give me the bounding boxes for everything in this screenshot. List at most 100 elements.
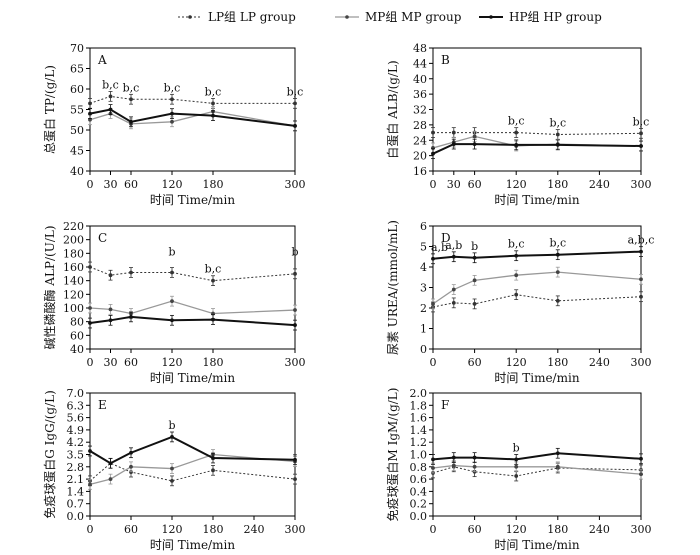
- data-point: [88, 321, 92, 325]
- data-point: [514, 130, 519, 135]
- y-tick-label: 40: [413, 73, 427, 86]
- series-line-lp: [89, 462, 296, 482]
- significance-label: b,c: [549, 237, 566, 250]
- series-hp-d: [431, 246, 643, 265]
- y-tick-label: 1: [420, 323, 427, 336]
- y-tick-label: 3: [420, 282, 427, 295]
- data-point: [129, 97, 133, 102]
- x-tick-label: 60: [124, 356, 138, 369]
- x-tick-label: 0: [430, 178, 437, 191]
- x-tick-label: 0: [87, 178, 94, 191]
- data-point: [555, 270, 560, 275]
- data-point: [108, 477, 113, 481]
- series-line-hp: [89, 435, 296, 465]
- legend: LP组 LP group MP组 MP group HP组 HP group: [178, 10, 602, 24]
- data-point: [170, 318, 174, 323]
- series-line-mp: [432, 464, 642, 475]
- series-line-hp: [432, 143, 642, 155]
- y-tick-label: 5: [420, 241, 427, 254]
- x-tick-label: 0: [430, 356, 437, 369]
- y-tick-label: 7.0: [67, 387, 85, 400]
- series-line-mp: [89, 110, 296, 127]
- y-tick-label: 4.2: [67, 436, 85, 449]
- significance-label: b: [291, 246, 298, 259]
- data-point: [170, 299, 174, 304]
- data-point: [555, 252, 560, 257]
- x-tick-label: 180: [203, 523, 224, 536]
- x-axis-label-e: 时间 Time/min: [150, 538, 235, 552]
- data-point: [514, 474, 519, 478]
- y-axis-label-b: 白蛋白 ALB/(g/L): [385, 60, 400, 158]
- series-line-lp: [89, 95, 295, 104]
- y-tick-label: 50: [70, 124, 84, 137]
- data-point: [451, 455, 456, 460]
- data-point: [293, 323, 297, 327]
- legend-lp-label: LP组 LP group: [208, 10, 296, 24]
- x-tick-label: 180: [547, 356, 568, 369]
- y-tick-label: 140: [63, 275, 84, 288]
- significance-label: b,c: [508, 238, 525, 251]
- data-point: [170, 435, 174, 439]
- data-point: [555, 451, 560, 456]
- significance-label: b,c: [205, 85, 222, 98]
- data-point: [108, 318, 113, 323]
- x-tick-label: 120: [162, 178, 183, 191]
- y-tick-label: 220: [63, 220, 84, 233]
- significance-label: b,c: [205, 263, 222, 276]
- significance-label: b,c: [633, 115, 650, 128]
- y-tick-label: 0.0: [410, 510, 428, 523]
- x-tick-label: 120: [506, 356, 527, 369]
- series-lp-c: [88, 261, 297, 286]
- data-point: [472, 455, 477, 460]
- y-tick-label: 1.4: [410, 424, 428, 437]
- y-tick-label: 1.0: [410, 449, 428, 462]
- x-tick-label: 120: [162, 356, 183, 369]
- legend-mp-label: MP组 MP group: [365, 10, 462, 24]
- data-point: [514, 273, 519, 278]
- plot-frame-a: [89, 47, 296, 172]
- data-point: [211, 278, 215, 283]
- y-tick-label: 20: [413, 150, 427, 163]
- data-point: [472, 142, 477, 146]
- x-tick-label: 300: [631, 356, 652, 369]
- data-point: [431, 130, 435, 135]
- plot-frame-e: [89, 392, 296, 517]
- panel-f: 0.00.20.40.60.81.01.21.41.61.82.0 0 60 120 1…: [385, 387, 652, 552]
- data-point: [431, 151, 435, 156]
- x-tick-label: 240: [589, 178, 610, 191]
- y-tick-label: 100: [63, 302, 84, 315]
- data-point: [170, 97, 174, 102]
- data-point: [514, 292, 519, 297]
- y-tick-label: 4: [420, 261, 427, 274]
- data-point: [431, 302, 435, 306]
- data-point: [129, 464, 133, 469]
- x-axis-label-a: 时间 Time/min: [150, 193, 235, 207]
- data-point: [170, 111, 174, 116]
- significance-label: b,c: [102, 78, 119, 91]
- x-tick-label: 60: [468, 178, 482, 191]
- legend-hp-label: HP组 HP group: [509, 10, 602, 24]
- x-tick-label: 180: [547, 523, 568, 536]
- y-tick-label: 200: [63, 234, 84, 247]
- x-tick-label: 300: [631, 178, 652, 191]
- x-tick-label: 0: [430, 523, 437, 536]
- y-tick-label: 2.0: [410, 387, 428, 400]
- panel-e: 0.00.71.42.12.83.54.24.95.66.37.0 0 60 120 1…: [42, 387, 306, 552]
- data-point: [293, 124, 297, 128]
- plot-frame-f: [432, 392, 642, 517]
- x-tick-label: 60: [124, 178, 138, 191]
- series-line-lp: [432, 294, 642, 308]
- data-point: [472, 134, 477, 139]
- y-tick-label: 180: [63, 247, 84, 260]
- series-line-mp: [89, 453, 296, 486]
- panel-label-c: C: [98, 231, 107, 245]
- data-point: [431, 256, 435, 261]
- series-line-hp: [89, 315, 296, 327]
- data-point: [639, 456, 643, 461]
- data-point: [514, 253, 519, 258]
- series-hp-b: [431, 138, 643, 160]
- x-tick-label: 30: [104, 356, 118, 369]
- data-point: [211, 456, 215, 460]
- x-tick-label: 300: [285, 356, 306, 369]
- y-tick-label: 36: [413, 88, 427, 101]
